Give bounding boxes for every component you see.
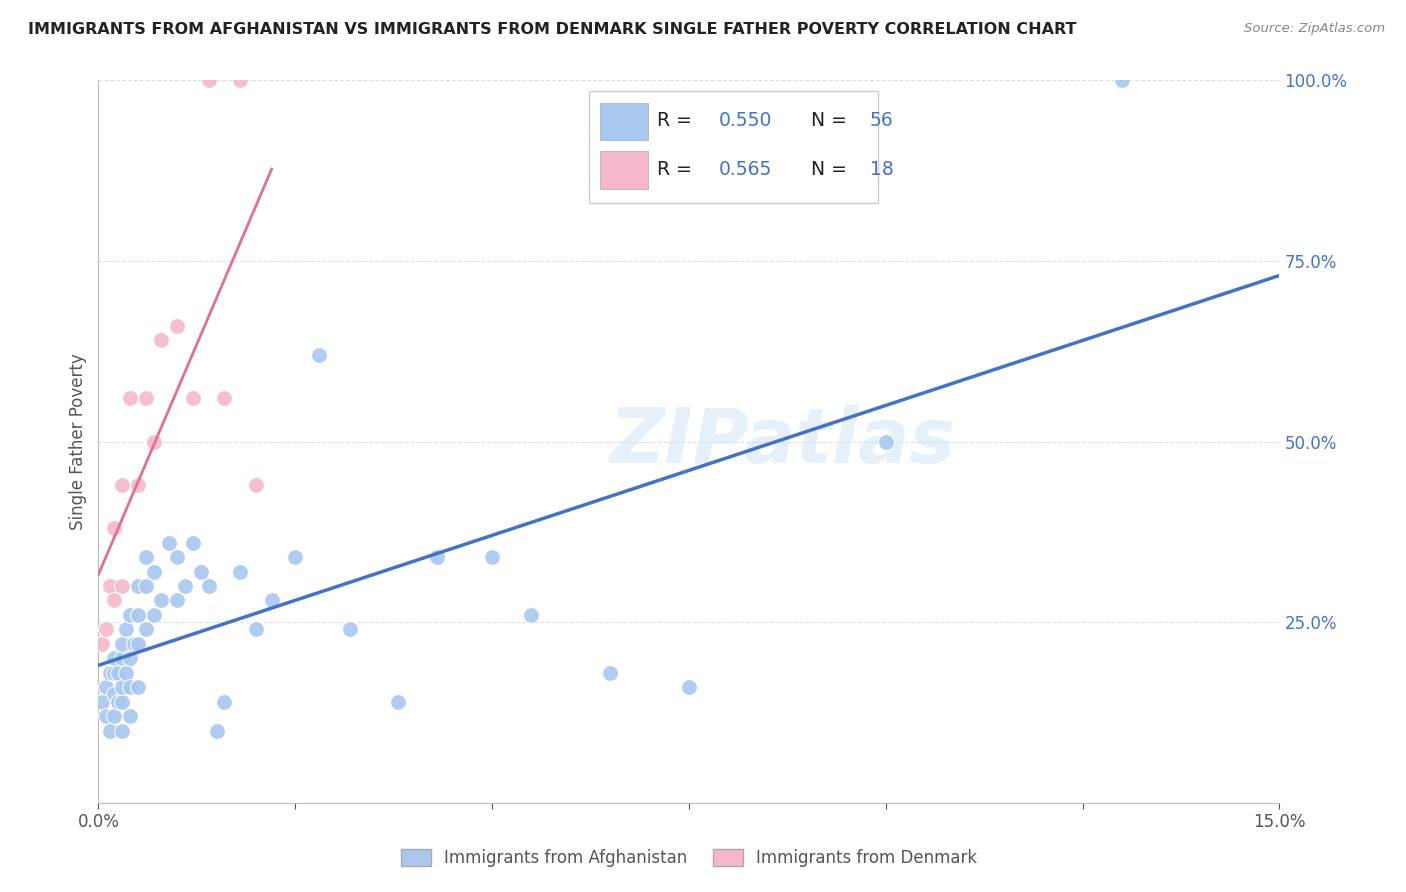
Point xyxy=(260,593,283,607)
Point xyxy=(127,478,149,492)
Point xyxy=(111,723,134,738)
Point xyxy=(339,623,361,637)
Point xyxy=(103,665,125,680)
Point xyxy=(118,709,141,723)
Point xyxy=(111,695,134,709)
Point xyxy=(107,695,129,709)
Point xyxy=(1111,73,1133,87)
Point xyxy=(111,478,134,492)
Point xyxy=(150,593,173,607)
Point xyxy=(245,623,267,637)
Text: ZIPatlas: ZIPatlas xyxy=(610,405,956,478)
Point xyxy=(197,579,219,593)
Text: R =: R = xyxy=(657,111,697,129)
Point xyxy=(599,665,621,680)
Point xyxy=(111,637,134,651)
Text: N =: N = xyxy=(811,160,852,178)
Point xyxy=(115,623,138,637)
Point xyxy=(98,665,121,680)
Bar xyxy=(600,103,648,140)
Point xyxy=(115,665,138,680)
Point xyxy=(205,723,228,738)
Text: 0.565: 0.565 xyxy=(718,160,772,178)
Point xyxy=(107,665,129,680)
Point xyxy=(284,550,307,565)
Bar xyxy=(600,151,648,189)
Point xyxy=(190,565,212,579)
Point xyxy=(111,579,134,593)
Point xyxy=(142,434,165,449)
Point xyxy=(229,73,252,87)
Point xyxy=(127,607,149,622)
Point xyxy=(166,550,188,565)
Point xyxy=(96,623,118,637)
Bar xyxy=(589,91,877,203)
Text: R =: R = xyxy=(657,160,697,178)
Point xyxy=(122,637,145,651)
Point xyxy=(127,680,149,694)
Point xyxy=(875,434,897,449)
Point xyxy=(103,651,125,665)
Point xyxy=(166,593,188,607)
Point xyxy=(118,607,141,622)
Point xyxy=(127,637,149,651)
Text: Source: ZipAtlas.com: Source: ZipAtlas.com xyxy=(1244,22,1385,36)
Point xyxy=(111,680,134,694)
Point xyxy=(96,709,118,723)
Point xyxy=(166,318,188,333)
Point xyxy=(308,348,330,362)
Point xyxy=(118,391,141,405)
Point xyxy=(111,651,134,665)
Point xyxy=(520,607,543,622)
Point xyxy=(245,478,267,492)
Point xyxy=(181,535,204,549)
Point xyxy=(214,695,236,709)
Text: 18: 18 xyxy=(870,160,893,178)
Text: 56: 56 xyxy=(870,111,893,129)
Point xyxy=(481,550,503,565)
Point xyxy=(135,391,157,405)
Point xyxy=(150,334,173,348)
Text: IMMIGRANTS FROM AFGHANISTAN VS IMMIGRANTS FROM DENMARK SINGLE FATHER POVERTY COR: IMMIGRANTS FROM AFGHANISTAN VS IMMIGRANT… xyxy=(28,22,1077,37)
Point xyxy=(118,651,141,665)
Point xyxy=(91,637,114,651)
Point xyxy=(135,623,157,637)
Point xyxy=(142,607,165,622)
Point xyxy=(174,579,197,593)
Point xyxy=(181,391,204,405)
Point xyxy=(229,565,252,579)
Point xyxy=(387,695,409,709)
Point xyxy=(157,535,180,549)
Point xyxy=(678,680,700,694)
Point xyxy=(98,723,121,738)
Y-axis label: Single Father Poverty: Single Father Poverty xyxy=(69,353,87,530)
Point xyxy=(135,550,157,565)
Point xyxy=(91,695,114,709)
Point xyxy=(96,680,118,694)
Point xyxy=(127,579,149,593)
Point xyxy=(197,73,219,87)
Point xyxy=(103,687,125,701)
Text: N =: N = xyxy=(811,111,852,129)
Text: 0.550: 0.550 xyxy=(718,111,772,129)
Point xyxy=(135,579,157,593)
Point xyxy=(142,565,165,579)
Point xyxy=(118,680,141,694)
Legend: Immigrants from Afghanistan, Immigrants from Denmark: Immigrants from Afghanistan, Immigrants … xyxy=(394,842,984,874)
Point xyxy=(98,579,121,593)
Point xyxy=(426,550,449,565)
Point xyxy=(103,521,125,535)
Point xyxy=(214,391,236,405)
Point xyxy=(103,593,125,607)
Point xyxy=(103,709,125,723)
